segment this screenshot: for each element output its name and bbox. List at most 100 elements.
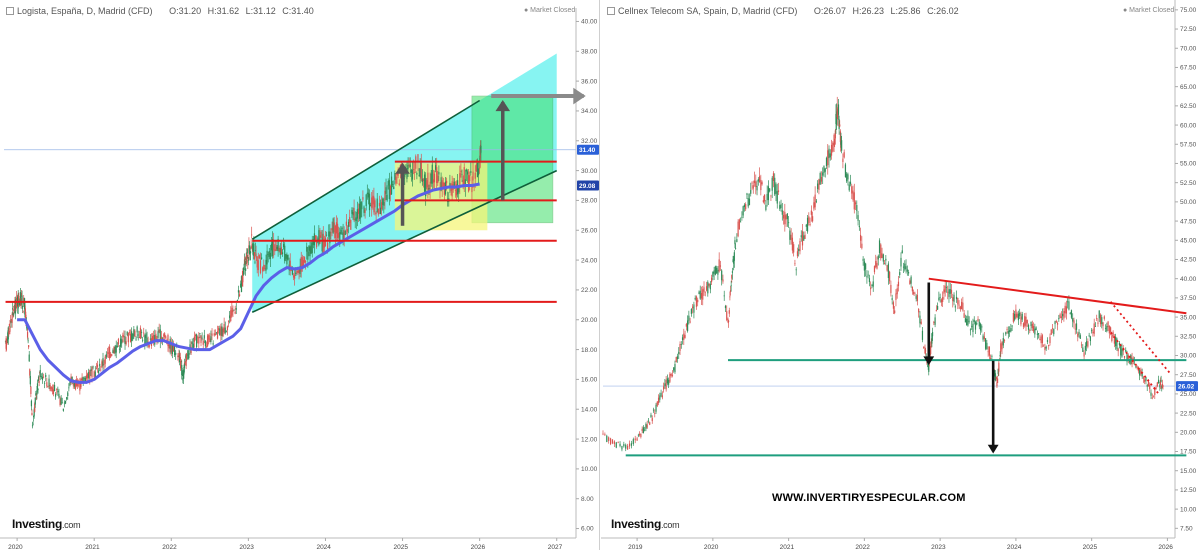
candle-body (81, 377, 83, 381)
candle-body (987, 351, 989, 353)
candle-body (285, 254, 287, 259)
candle-body (866, 276, 868, 278)
candle-body (47, 385, 49, 387)
chart-canvas-cellnex[interactable]: 7.5010.0012.5015.0017.5020.0022.5025.002… (601, 0, 1200, 550)
y-tick-label: 42.50 (1180, 257, 1197, 264)
candle-body (253, 243, 255, 259)
candle-body (189, 344, 191, 349)
candle-body (808, 216, 810, 223)
y-tick-label: 30.00 (581, 168, 598, 175)
candle-body (20, 301, 22, 306)
candle-body (477, 168, 480, 176)
candle-body (26, 331, 29, 338)
candle-body (862, 258, 864, 261)
candle-body (213, 333, 215, 336)
candle-body (267, 254, 269, 256)
candle-body (896, 288, 898, 295)
candle-body (273, 240, 275, 251)
candle-body (129, 333, 132, 342)
candle-body (1031, 323, 1033, 329)
candle-body (916, 294, 919, 302)
candle-body (453, 181, 455, 188)
candle-body (863, 261, 865, 271)
candle-body (41, 376, 44, 381)
candle-body (974, 321, 977, 330)
y-tick-label: 47.50 (1180, 218, 1197, 225)
candle-body (427, 172, 429, 191)
candle-body (935, 309, 937, 312)
candle-body (181, 364, 183, 376)
candle-body (338, 233, 340, 238)
candle-body (93, 371, 95, 378)
candle-body (644, 429, 646, 431)
candle-body (940, 299, 943, 303)
candle-body (216, 331, 219, 339)
candle-body (51, 387, 53, 392)
candle-body (173, 344, 176, 356)
candle-body (437, 175, 439, 184)
candle-body (1147, 381, 1150, 387)
candle-body (33, 416, 35, 418)
collapse-icon[interactable] (607, 7, 615, 15)
candle-body (1062, 313, 1064, 317)
candle-body (875, 261, 877, 268)
candle-body (818, 179, 820, 190)
candle-body (35, 393, 37, 396)
candle-body (258, 255, 260, 259)
candle-body (389, 185, 392, 196)
candle-body (218, 328, 220, 331)
candle-body (837, 104, 840, 115)
candle-body (283, 243, 285, 248)
candle-body (422, 179, 425, 181)
candle-body (1027, 324, 1030, 330)
candle-body (388, 180, 390, 200)
candle-body (684, 335, 686, 338)
candle-body (871, 285, 873, 286)
candle-body (788, 222, 790, 224)
ohlc-readout: O:26.07 H:26.23 L:25.86 C:26.02 (814, 6, 963, 16)
candle-body (661, 395, 663, 398)
down-arrow-head (923, 356, 935, 366)
candle-body (343, 230, 345, 241)
candle-body (295, 272, 297, 274)
chart-canvas-logista[interactable]: 6.00 8.00 10.00 12.00 14.00 16.00 18.00 20.00 22… (0, 0, 600, 550)
candle-body (852, 190, 854, 200)
candle-body (625, 444, 627, 449)
candle-body (274, 249, 276, 252)
candle-body (949, 289, 951, 294)
candle-body (34, 403, 36, 412)
candle-body (438, 171, 440, 175)
candle-body (208, 335, 210, 340)
candle-body (674, 364, 676, 373)
candle-body (92, 366, 94, 368)
candle-body (930, 345, 932, 355)
candle-body (609, 438, 612, 445)
candle-body (22, 305, 24, 308)
candle-body (325, 234, 328, 236)
candle-body (1127, 355, 1129, 359)
candle-body (1083, 352, 1085, 357)
candle-body (977, 318, 979, 321)
candle-body (979, 323, 982, 331)
candle-body (1089, 336, 1091, 342)
candle-body (602, 433, 604, 435)
candle-body (730, 285, 732, 287)
candle-body (1005, 332, 1007, 335)
candle-body (450, 186, 452, 192)
collapse-icon[interactable] (6, 7, 14, 15)
candle-body (961, 301, 963, 310)
candle-body (412, 169, 415, 170)
y-tick-label: 12.00 (581, 436, 598, 443)
candle-body (1145, 377, 1147, 381)
candle-body (230, 310, 232, 322)
candle-body (959, 306, 961, 310)
candle-body (238, 294, 241, 297)
candle-body (913, 292, 915, 294)
candle-body (372, 195, 374, 205)
x-tick-label: 2025 (394, 544, 409, 550)
candle-body (279, 247, 281, 255)
candle-body (28, 354, 30, 362)
candle-body (1072, 318, 1074, 322)
candle-body (1019, 312, 1021, 317)
candle-body (64, 400, 67, 404)
